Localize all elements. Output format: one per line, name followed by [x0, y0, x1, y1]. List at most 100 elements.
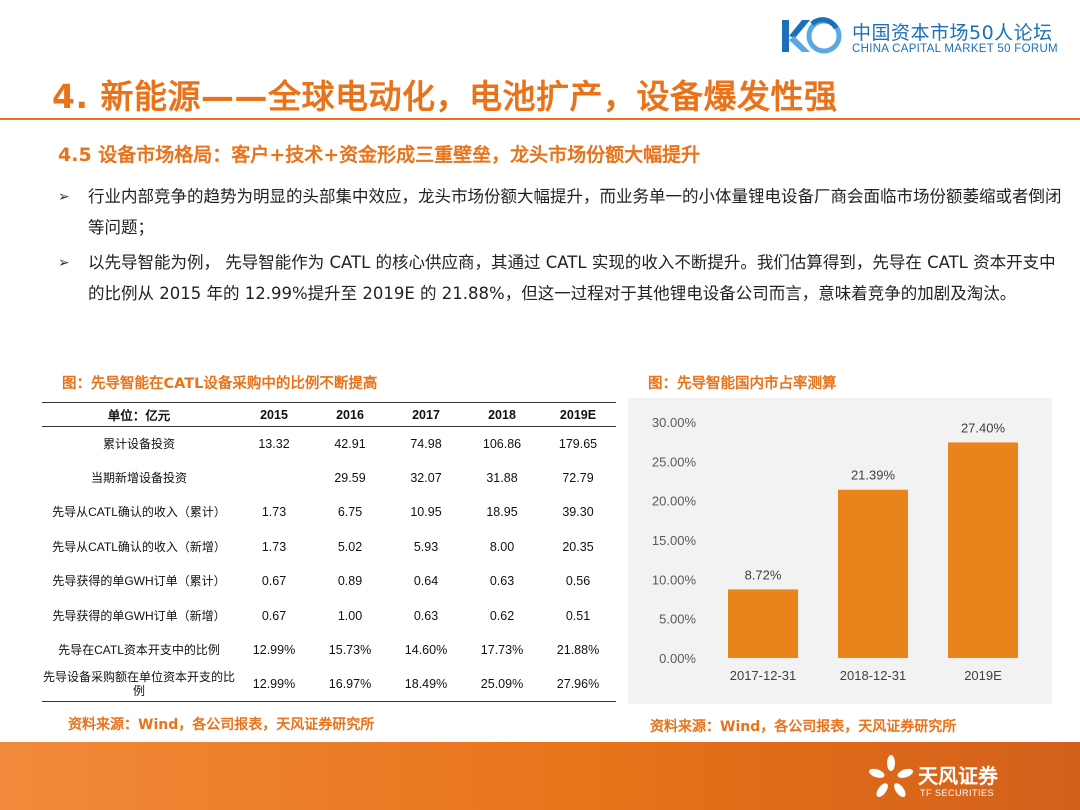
table-row: 累计设备投资 13.32 42.91 74.98 106.86 179.65: [42, 427, 616, 461]
y-tick-label: 15.00%: [652, 533, 697, 548]
y-tick-label: 10.00%: [652, 572, 697, 587]
value-cell: 0.51: [565, 608, 591, 623]
row-label-cell: 先导设备采购额在单位资本开支的比例: [42, 667, 236, 703]
bar-value-label: 21.39%: [851, 468, 896, 483]
value-cell: 17.73%: [480, 643, 524, 658]
y-tick-label: 5.00%: [659, 612, 696, 627]
table-source-note: 资料来源：Wind，各公司报表，天风证券研究所: [68, 717, 375, 733]
slide-title: 4. 新能源——全球电动化，电池扩产，设备爆发性强: [52, 77, 838, 116]
value-cell: 1.73: [261, 505, 287, 520]
row-label-cell: 先导从CATL确认的收入（新增）: [52, 539, 226, 554]
table-header-cell: 2016: [312, 402, 388, 427]
bar-chart-svg: 0.00% 5.00% 10.00% 15.00% 20.00% 25.00% 30.00%…: [652, 415, 1018, 683]
value-cell: 0.67: [261, 574, 287, 589]
table-header-cell: 2019E: [540, 402, 616, 427]
y-tick-label: 30.00%: [652, 415, 697, 430]
forum-logo: 中国资本市场50人论坛 CHINA CAPITAL MARKET 50 FORU…: [780, 14, 1070, 60]
table-header-cell: 2017: [388, 402, 464, 427]
market-share-chart: 0.00% 5.00% 10.00% 15.00% 20.00% 25.00% 30.00%…: [628, 398, 1052, 704]
value-cell: 32.07: [410, 471, 442, 486]
value-cell: 0.56: [565, 574, 591, 589]
x-tick-label: 2017-12-31: [730, 668, 797, 683]
forum-name-en: CHINA CAPITAL MARKET 50 FORUM: [852, 43, 1058, 55]
table-row: 先导获得的单GWH订单（累计） 0.67 0.89 0.64 0.63 0.56: [42, 564, 616, 598]
bar: [728, 589, 798, 658]
table-header-cell: 2015: [236, 402, 312, 427]
value-cell: 72.79: [562, 471, 594, 486]
footer-company-name: 天风证券: [918, 764, 998, 788]
value-cell: 0.63: [489, 574, 515, 589]
value-cell: 12.99%: [236, 667, 312, 703]
footer-company-name-en: TF SECURITIES: [920, 788, 995, 798]
value-cell: 0.67: [261, 608, 287, 623]
value-cell: 1.73: [261, 539, 287, 554]
k50-logo-icon: [782, 17, 842, 54]
table-row: 先导从CATL确认的收入（累计） 1.73 6.75 10.95 18.95 39.30: [42, 495, 616, 529]
value-cell: 21.88%: [556, 643, 600, 658]
value-cell: 14.60%: [404, 643, 448, 658]
chart-figure-title: 图：先导智能国内市占率测算: [648, 376, 837, 392]
procurement-table: 单位：亿元 2015 2016 2017 2018 2019E 累计设备投资 13…: [42, 402, 616, 703]
value-cell: 18.49%: [388, 667, 464, 703]
bullet-list: ➢ 行业内部竞争的趋势为明显的头部集中效应，龙头市场份额大幅提升，而业务单一的小…: [56, 181, 1066, 313]
y-tick-label: 0.00%: [659, 651, 696, 666]
bullet-item: ➢ 以先导智能为例， 先导智能作为 CATL 的核心供应商，其通过 CATL 实…: [56, 247, 1066, 309]
table-header-cell: 2018: [464, 402, 540, 427]
y-tick-label: 25.00%: [652, 454, 697, 469]
arrow-bullet-icon: ➢: [58, 189, 70, 205]
row-label-cell: 先导获得的单GWH订单（累计）: [52, 574, 226, 589]
table-row: 先导获得的单GWH订单（新增） 0.67 1.00 0.63 0.62 0.51: [42, 598, 616, 632]
value-cell: 15.73%: [328, 643, 372, 658]
value-cell: 0.63: [413, 608, 439, 623]
value-cell: 39.30: [562, 505, 594, 520]
table-header-row: 单位：亿元 2015 2016 2017 2018 2019E: [42, 402, 616, 427]
x-tick-label: 2019E: [964, 668, 1002, 683]
table-header-cell: 单位：亿元: [42, 402, 236, 427]
value-cell: 20.35: [562, 539, 594, 554]
value-cell: 27.96%: [540, 667, 616, 703]
x-tick-label: 2018-12-31: [840, 668, 907, 683]
value-cell: 0.89: [337, 574, 363, 589]
value-cell: 6.75: [337, 505, 363, 520]
bullet-text: 行业内部竞争的趋势为明显的头部集中效应，龙头市场份额大幅提升，而业务单一的小体量…: [88, 187, 1062, 237]
row-label-cell: 先导获得的单GWH订单（新增）: [52, 608, 226, 623]
bar: [948, 442, 1018, 658]
value-cell: 0.62: [489, 608, 515, 623]
bullet-item: ➢ 行业内部竞争的趋势为明显的头部集中效应，龙头市场份额大幅提升，而业务单一的小…: [56, 181, 1066, 243]
value-cell: 29.59: [334, 471, 366, 486]
chart-source-note: 资料来源：Wind，各公司报表，天风证券研究所: [650, 719, 957, 735]
row-label-cell: 累计设备投资: [102, 436, 175, 451]
section-subtitle: 4.5 设备市场格局：客户+技术+资金形成三重壁垒，龙头市场份额大幅提升: [58, 144, 701, 166]
value-cell: 10.95: [410, 505, 442, 520]
value-cell: 5.93: [413, 539, 439, 554]
row-label-cell: 当期新增设备投资: [90, 471, 187, 486]
value-cell: 8.00: [489, 539, 515, 554]
forum-name-cn: 中国资本市场50人论坛: [852, 22, 1053, 44]
value-cell: 12.99%: [252, 643, 296, 658]
value-cell: 42.91: [334, 436, 366, 451]
bar-value-label: 8.72%: [745, 567, 782, 582]
value-cell: 0.64: [413, 574, 439, 589]
value-cell: 18.95: [486, 505, 518, 520]
tf-star-logo-icon: [869, 755, 913, 798]
value-cell: [236, 461, 312, 495]
value-cell: 179.65: [558, 436, 598, 451]
value-cell: 106.86: [482, 436, 522, 451]
value-cell: 13.32: [258, 436, 290, 451]
table-row: 先导从CATL确认的收入（新增） 1.73 5.02 5.93 8.00 20.35: [42, 530, 616, 564]
arrow-bullet-icon: ➢: [58, 255, 70, 271]
table-figure-title: 图：先导智能在CATL设备采购中的比例不断提高: [62, 376, 378, 392]
row-label-cell: 先导从CATL确认的收入（累计）: [52, 505, 226, 520]
bar: [838, 489, 908, 658]
value-cell: 31.88: [486, 471, 518, 486]
bullet-text: 以先导智能为例， 先导智能作为 CATL 的核心供应商，其通过 CATL 实现的…: [88, 253, 1056, 303]
table-row: 先导在CATL资本开支中的比例 12.99% 15.73% 14.60% 17.73% 2…: [42, 633, 616, 667]
bar-value-label: 27.40%: [961, 420, 1006, 435]
value-cell: 25.09%: [464, 667, 540, 703]
table-row: 先导设备采购额在单位资本开支的比例 12.99% 16.97% 18.49% 25.09…: [42, 667, 616, 703]
value-cell: 5.02: [337, 539, 363, 554]
y-tick-label: 20.00%: [652, 494, 697, 509]
title-divider: [0, 118, 1080, 120]
row-label-cell: 先导在CATL资本开支中的比例: [58, 643, 220, 658]
tf-securities-logo: 天风证券 TF SECURITIES: [868, 752, 998, 806]
